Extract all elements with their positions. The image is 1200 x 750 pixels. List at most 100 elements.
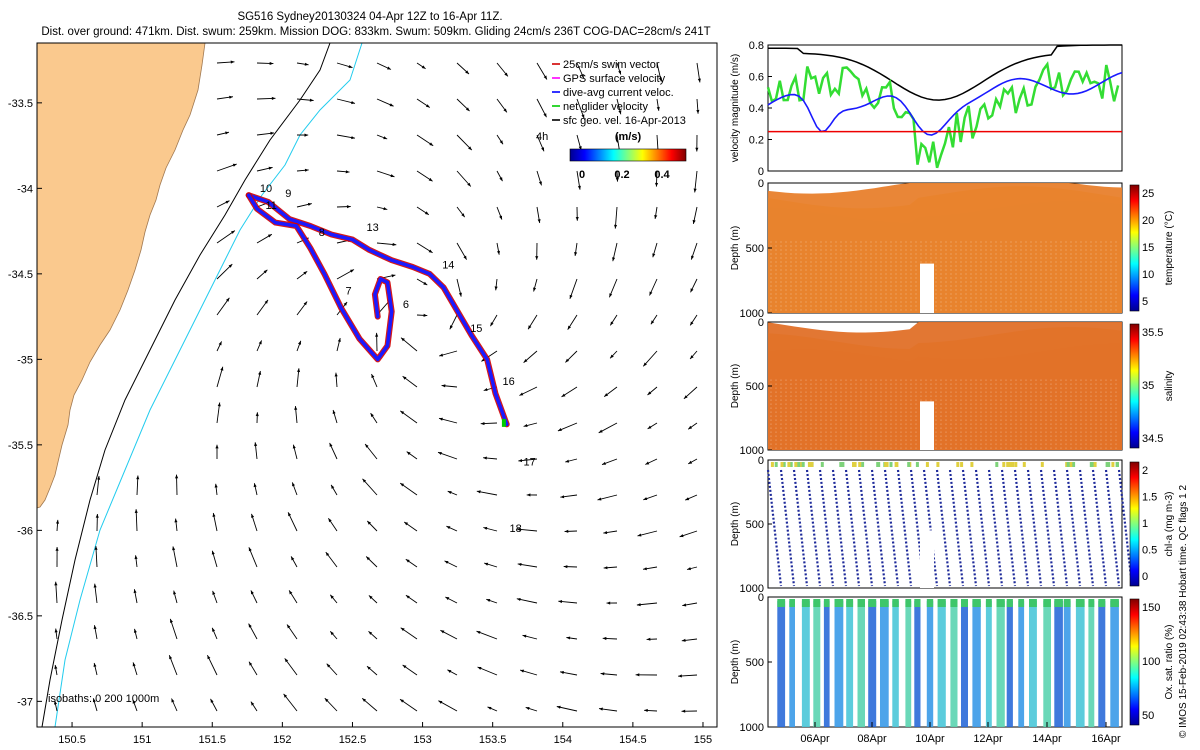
oxygen-cast-column [1098,601,1106,727]
velocity-arrow-head [490,322,494,327]
velocity-arrow-head [268,166,273,170]
velocity-arrow-head [609,293,613,298]
track-point [485,357,489,361]
map-panel: 10 11 9 8 13 14 7 6 15 16 17 18 150.5 151 151.5 152 152… [8,42,718,746]
depth-tick-label: 0 [758,455,764,467]
velocity-arrow-head [656,106,660,111]
oxygen-cast-column [789,601,795,727]
velocity-arrow-head [563,565,568,569]
velocity-arrow-head [614,224,618,229]
velocity-arrow-head [645,461,650,465]
colorbar-label: temperature (°C) [1164,211,1175,286]
depth-tick-label: 1000 [740,722,764,734]
velocity-arrow-head [258,340,262,345]
oxygen-cast-column [834,601,844,727]
velocity-arrow-head [169,655,173,660]
chla-surface-sample [853,462,857,467]
colorbar-label: salinity [1164,371,1175,402]
oxygen-surface-sample [1075,599,1085,607]
day-label: 6 [403,299,409,311]
track-point [255,207,259,211]
velocity-arrow-head [368,595,373,600]
velocity-arrow-head [458,292,462,297]
chla-surface-sample [852,462,855,467]
chla-cast-track [987,469,1004,587]
velocity-arrow-head [387,66,391,70]
oxygen-surface-sample [972,599,981,607]
velocity-arrow-head [519,392,524,396]
velocity-arrow-head [690,355,694,359]
colorbar-tick-label: 35 [1142,380,1154,392]
velocity-arrow-head [255,412,259,417]
chla-cast-track [1065,469,1082,587]
velocity-arrow-head [561,393,566,397]
velocity-arrow-head [298,340,301,345]
velocity-arrow-head [400,483,405,487]
velocity-arrow-head [564,529,569,533]
velocity-arrow-head [284,658,289,663]
velocity-arrow-head [446,526,451,530]
chla-surface-sample [1014,462,1018,467]
chla-surface-sample [1105,462,1109,467]
velocity-arrow-head [368,631,373,635]
colorbar-label: Ox. sat. ratio (%) [1164,624,1175,699]
profile-y-label: Depth (m) [730,640,741,684]
chla-cast-track [831,469,848,587]
chla-cast-track [779,469,796,587]
chla-cast-track [818,469,835,587]
velocity-arrow-head [56,519,60,524]
track-point [247,193,251,197]
map-y-tick-label: -35 [17,354,33,366]
velocity-arrow-head [696,109,700,114]
oxygen-cast-column [926,601,934,727]
velocity-arrow-head [606,601,611,605]
velocity-arrow-head [543,75,547,80]
velocity-arrow-head [467,182,471,187]
velocity-arrow-head [174,518,178,523]
velocity-arrow-head [212,590,216,595]
velocity-arrow-head [565,459,570,463]
velocity-arrow-head [486,599,491,602]
velocity-arrow-head [170,618,173,623]
velocity-arrow-head [516,527,521,531]
velocity-arrow-head [95,514,99,518]
velocity-arrow-head [254,442,258,447]
velocity-arrow-head [93,625,97,630]
time-tick-label: 10Apr [915,733,945,745]
velocity-arrow-head [367,666,371,670]
map-x-tick-label: 153.5 [479,734,507,746]
chla-surface-sample [1040,462,1044,467]
velocity-arrow-head [504,72,508,77]
velocity-arrow-head [337,338,341,342]
velocity-arrow-head [635,673,640,677]
velocity-arrow-head [516,598,521,601]
velocity-arrow-head [499,215,502,220]
velocity-arrow-head [54,628,58,633]
velocity-arrow-head [94,546,98,550]
velocity-arrow-head [693,188,697,193]
oxygen-cast-column [801,601,810,727]
velocity-arrow-head [54,581,58,586]
chla-surface-sample [894,462,898,467]
land-mass [36,42,206,509]
vel-y-tick-label: 0.4 [749,103,764,115]
velocity-arrow-head [423,313,428,317]
velocity-arrow-head [389,103,394,107]
velocity-arrow-head [487,706,492,710]
velocity-arrow-head [690,288,694,293]
velocity-arrow-head [643,362,647,367]
track-point [294,224,298,228]
velocity-arrow-head [528,325,532,330]
chla-cast-track [974,469,991,587]
oxygen-surface-sample [914,599,921,607]
chla-surface-sample [820,462,824,467]
velocity-arrow-head [267,234,272,238]
depth-tick-label: 500 [746,657,764,669]
velocity-arrow-head [132,699,136,704]
velocity-arrow-head [444,560,449,564]
chla-surface-sample [925,462,929,467]
profile-frame [767,459,1123,589]
velocity-arrow-head [603,566,608,570]
velocity-arrow-head [232,163,237,167]
chla-cast-track [896,469,913,587]
